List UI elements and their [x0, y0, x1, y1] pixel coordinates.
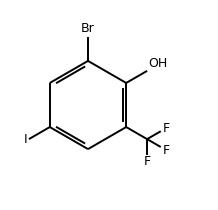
Text: I: I — [24, 133, 27, 146]
Text: OH: OH — [148, 57, 168, 70]
Text: F: F — [163, 122, 170, 135]
Text: F: F — [163, 144, 170, 157]
Text: Br: Br — [81, 22, 95, 35]
Text: F: F — [143, 155, 151, 168]
